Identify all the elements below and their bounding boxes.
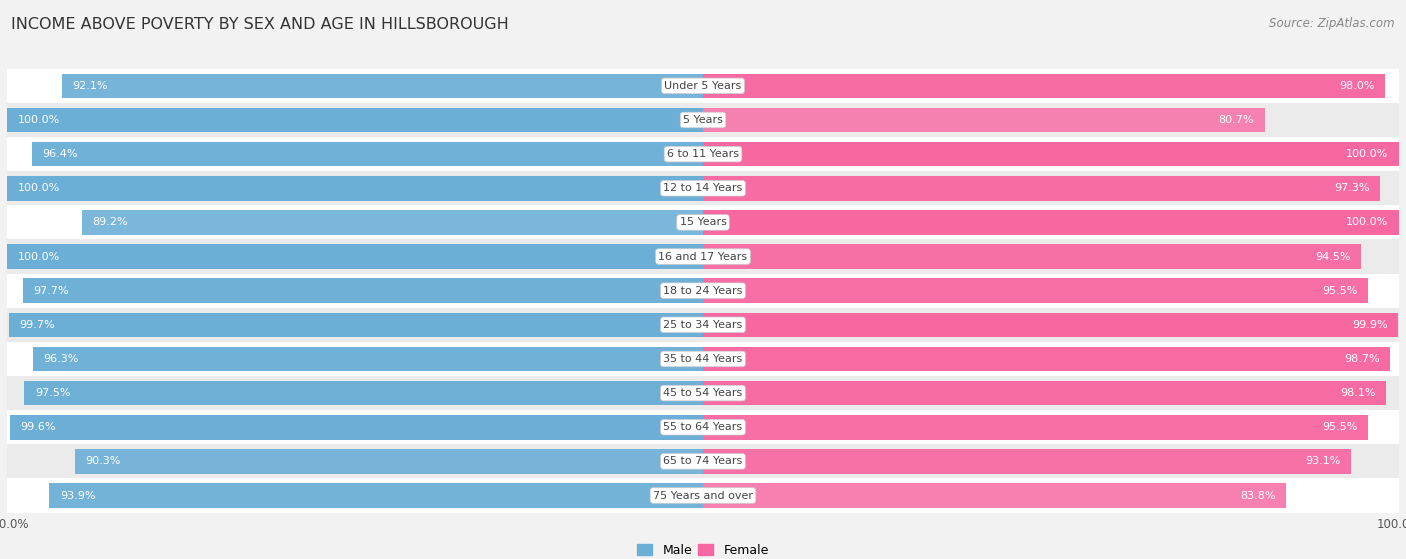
Bar [7, 410, 1399, 444]
Bar [7, 239, 1399, 273]
Bar [75, 449, 703, 473]
Bar [703, 142, 1399, 167]
Text: 15 Years: 15 Years [679, 217, 727, 228]
Bar [82, 210, 703, 235]
Bar [24, 381, 703, 405]
Text: 89.2%: 89.2% [93, 217, 128, 228]
Bar [32, 347, 703, 371]
Bar [7, 376, 1399, 410]
Text: 95.5%: 95.5% [1322, 286, 1357, 296]
Bar [703, 244, 1361, 269]
Text: Under 5 Years: Under 5 Years [665, 81, 741, 91]
Text: 80.7%: 80.7% [1219, 115, 1254, 125]
Text: 100.0%: 100.0% [17, 252, 59, 262]
Text: 100.0%: 100.0% [1347, 149, 1389, 159]
Bar [7, 69, 1399, 103]
Text: 97.5%: 97.5% [35, 388, 70, 398]
Text: 97.3%: 97.3% [1334, 183, 1369, 193]
Text: 90.3%: 90.3% [84, 456, 121, 466]
Text: 100.0%: 100.0% [17, 183, 59, 193]
Text: 99.7%: 99.7% [20, 320, 55, 330]
Text: 55 to 64 Years: 55 to 64 Years [664, 422, 742, 432]
Bar [7, 273, 1399, 308]
Bar [703, 312, 1399, 337]
Bar [22, 278, 703, 303]
Bar [7, 176, 703, 201]
Text: 100.0%: 100.0% [1347, 217, 1389, 228]
Bar [8, 312, 703, 337]
Text: 83.8%: 83.8% [1240, 490, 1275, 500]
Text: 6 to 11 Years: 6 to 11 Years [666, 149, 740, 159]
Text: 98.7%: 98.7% [1344, 354, 1379, 364]
Bar [703, 381, 1386, 405]
Text: 98.1%: 98.1% [1340, 388, 1375, 398]
Text: 93.1%: 93.1% [1305, 456, 1340, 466]
Bar [10, 415, 703, 439]
Text: 95.5%: 95.5% [1322, 422, 1357, 432]
Bar [703, 278, 1368, 303]
Bar [703, 210, 1399, 235]
Bar [7, 479, 1399, 513]
Bar [7, 108, 703, 132]
Bar [703, 176, 1381, 201]
Text: 98.0%: 98.0% [1339, 81, 1375, 91]
Legend: Male, Female: Male, Female [633, 539, 773, 559]
Bar [7, 137, 1399, 171]
Bar [7, 244, 703, 269]
Bar [7, 308, 1399, 342]
Text: 12 to 14 Years: 12 to 14 Years [664, 183, 742, 193]
Bar [703, 483, 1286, 508]
Text: 100.0%: 100.0% [17, 115, 59, 125]
Text: 5 Years: 5 Years [683, 115, 723, 125]
Text: INCOME ABOVE POVERTY BY SEX AND AGE IN HILLSBOROUGH: INCOME ABOVE POVERTY BY SEX AND AGE IN H… [11, 17, 509, 32]
Bar [7, 444, 1399, 479]
Text: 45 to 54 Years: 45 to 54 Years [664, 388, 742, 398]
Bar [703, 74, 1385, 98]
Text: 96.4%: 96.4% [42, 149, 77, 159]
Bar [703, 108, 1264, 132]
Text: 25 to 34 Years: 25 to 34 Years [664, 320, 742, 330]
Text: 35 to 44 Years: 35 to 44 Years [664, 354, 742, 364]
Text: 99.9%: 99.9% [1353, 320, 1388, 330]
Bar [7, 205, 1399, 239]
Bar [7, 342, 1399, 376]
Text: 65 to 74 Years: 65 to 74 Years [664, 456, 742, 466]
Text: 96.3%: 96.3% [44, 354, 79, 364]
Bar [49, 483, 703, 508]
Bar [62, 74, 703, 98]
Text: 18 to 24 Years: 18 to 24 Years [664, 286, 742, 296]
Text: Source: ZipAtlas.com: Source: ZipAtlas.com [1270, 17, 1395, 30]
Bar [7, 103, 1399, 137]
Text: 75 Years and over: 75 Years and over [652, 490, 754, 500]
Text: 93.9%: 93.9% [60, 490, 96, 500]
Bar [703, 449, 1351, 473]
Bar [703, 415, 1368, 439]
Bar [32, 142, 703, 167]
Bar [703, 347, 1391, 371]
Text: 97.7%: 97.7% [34, 286, 69, 296]
Text: 99.6%: 99.6% [20, 422, 56, 432]
Text: 94.5%: 94.5% [1315, 252, 1350, 262]
Text: 16 and 17 Years: 16 and 17 Years [658, 252, 748, 262]
Text: 92.1%: 92.1% [73, 81, 108, 91]
Bar [7, 171, 1399, 205]
